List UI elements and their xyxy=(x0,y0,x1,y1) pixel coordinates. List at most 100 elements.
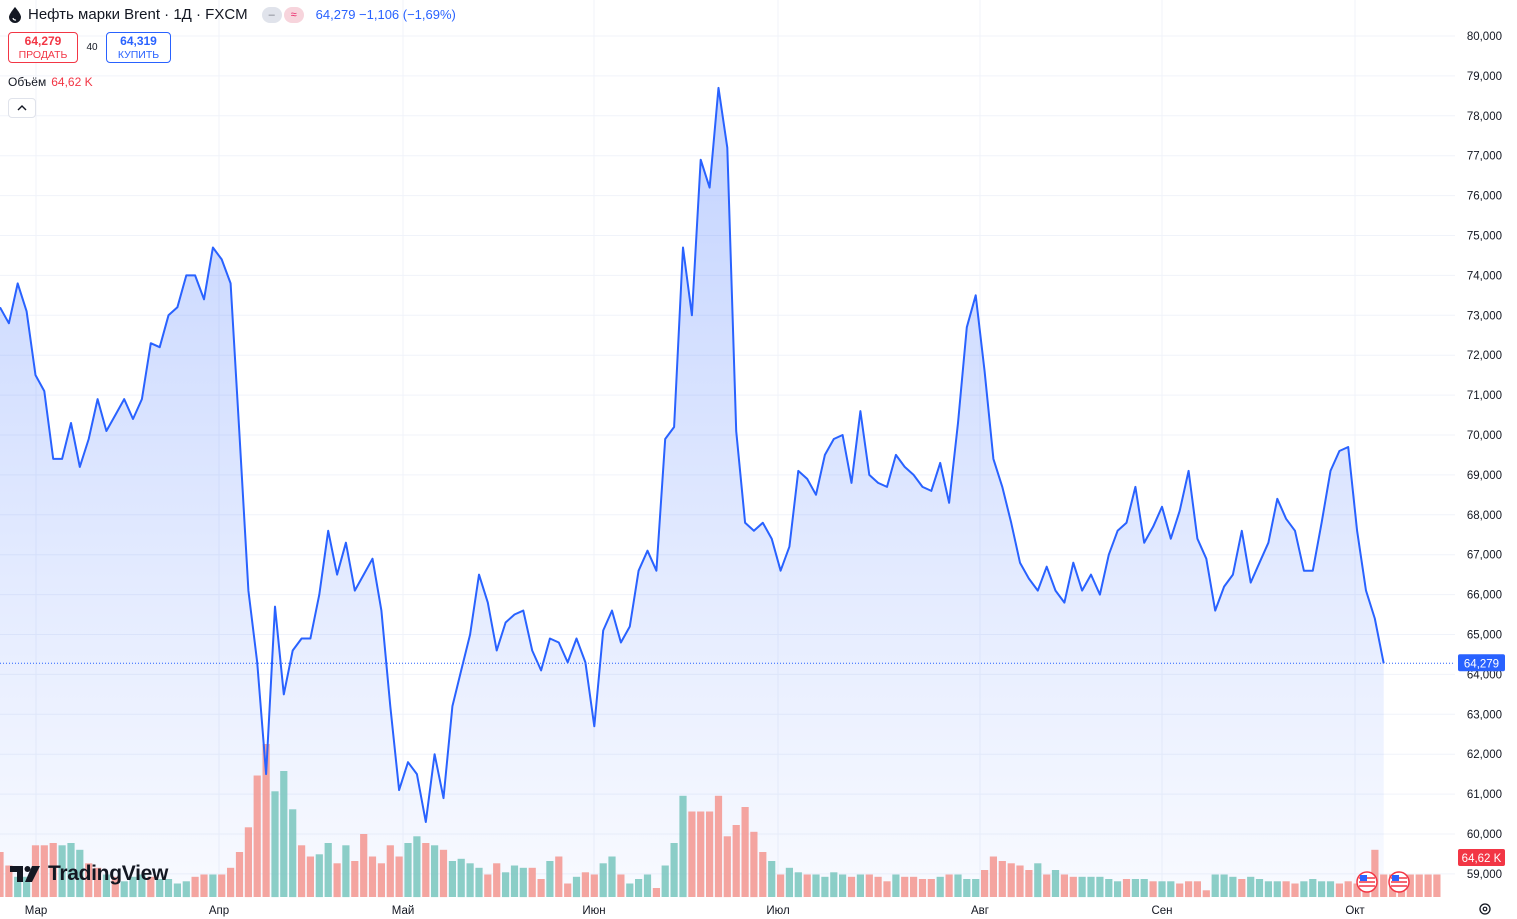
volume-bar xyxy=(821,876,829,898)
volume-bar xyxy=(102,874,110,897)
collapse-legend-button[interactable] xyxy=(8,98,36,118)
volume-bar xyxy=(493,863,501,898)
volume-bar xyxy=(874,876,882,898)
volume-bar xyxy=(1140,879,1148,897)
volume-bar xyxy=(1051,870,1060,897)
oil-drop-icon xyxy=(8,6,22,23)
data-status-badge[interactable]: ≈ xyxy=(283,6,304,23)
volume-bar xyxy=(1025,870,1033,897)
volume-bar xyxy=(865,874,873,897)
volume-bar xyxy=(794,872,802,898)
y-tick-label: 60,000 xyxy=(1467,829,1502,841)
x-tick-label: Май xyxy=(392,905,415,917)
volume-bar xyxy=(661,865,669,897)
y-tick-label: 66,000 xyxy=(1467,590,1502,602)
buy-label: КУПИТЬ xyxy=(117,49,160,61)
volume-bar xyxy=(1291,883,1299,897)
volume-bar xyxy=(351,861,359,897)
volume-bar xyxy=(1043,874,1051,897)
y-tick-label: 68,000 xyxy=(1467,510,1502,522)
volume-bar xyxy=(1255,879,1264,897)
volume-bar xyxy=(510,865,519,897)
settings-gear-icon[interactable] xyxy=(1479,903,1491,915)
volume-bar xyxy=(1220,874,1228,897)
volume-bar xyxy=(324,843,332,897)
volume-bar xyxy=(1273,881,1281,898)
volume-bar xyxy=(688,811,696,897)
volume-bar xyxy=(723,836,731,898)
flag-canton xyxy=(1392,875,1399,881)
volume-bar xyxy=(1282,881,1290,898)
volume-bar xyxy=(1433,874,1441,897)
price-line xyxy=(0,86,1385,823)
y-tick-label: 62,000 xyxy=(1467,749,1502,761)
volume-bar xyxy=(768,861,776,897)
volume-bar xyxy=(1131,879,1139,897)
volume-bar xyxy=(1149,881,1157,898)
volume-bar xyxy=(120,881,128,898)
symbol-title[interactable]: Нефть марки Brent · 1Д · FXCM xyxy=(28,6,248,23)
sell-button[interactable]: 64,279 ПРОДАТЬ xyxy=(8,32,78,63)
volume-bar xyxy=(360,834,368,897)
volume-bar xyxy=(85,863,93,898)
volume-bar xyxy=(0,852,4,897)
volume-bar xyxy=(235,852,244,897)
tradingview-logo[interactable]: TradingView xyxy=(10,862,168,886)
volume-bar xyxy=(652,888,660,897)
y-tick-label: 70,000 xyxy=(1467,430,1502,442)
volume-bar xyxy=(1087,876,1095,898)
volume-bar xyxy=(1114,881,1122,898)
volume-bar xyxy=(741,807,749,897)
volume-bar xyxy=(262,744,270,897)
volume-bar xyxy=(386,845,394,898)
x-tick-label: Окт xyxy=(1345,905,1365,917)
volume-bar xyxy=(58,845,66,898)
volume-bar xyxy=(1406,874,1414,897)
volume-bar xyxy=(404,843,412,897)
volume-bar xyxy=(422,843,430,897)
volume-bar xyxy=(1105,879,1113,897)
volume-bar xyxy=(1007,863,1015,898)
volume-bar xyxy=(5,865,13,897)
volume-bar xyxy=(812,874,820,897)
volume-bar xyxy=(76,849,84,898)
volume-bar xyxy=(572,876,581,898)
volume-bar xyxy=(1318,881,1326,898)
volume-bar xyxy=(1353,883,1361,897)
volume-bar xyxy=(14,876,22,898)
volume-bar xyxy=(244,827,252,898)
x-tick-label: Мар xyxy=(25,905,48,917)
x-tick-label: Авг xyxy=(971,905,989,917)
last-price-label-bg xyxy=(1458,654,1505,672)
y-tick-label: 80,000 xyxy=(1467,31,1502,43)
volume-bar xyxy=(439,849,448,898)
volume-bar xyxy=(918,879,927,897)
tradingview-logo-icon xyxy=(10,866,40,882)
volume-bar xyxy=(289,809,297,898)
x-tick-label: Сен xyxy=(1151,905,1172,917)
volume-bar xyxy=(466,863,474,898)
chevron-up-icon xyxy=(17,105,27,111)
y-tick-label: 69,000 xyxy=(1467,470,1502,482)
market-status-badge[interactable]: ‒ xyxy=(261,6,282,23)
volume-bar xyxy=(138,874,146,897)
volume-bar xyxy=(40,845,48,898)
volume-bar xyxy=(1176,883,1184,897)
y-tick-label: 73,000 xyxy=(1467,310,1502,322)
volume-bar xyxy=(936,876,944,898)
volume-bar xyxy=(413,836,421,898)
volume-bar xyxy=(519,867,527,898)
volume-bar xyxy=(315,854,323,898)
volume-bar xyxy=(253,775,261,897)
volume-bar xyxy=(368,856,377,897)
volume-bar xyxy=(164,879,173,897)
buy-button[interactable]: 64,319 КУПИТЬ xyxy=(106,32,171,63)
volume-bar xyxy=(1122,879,1131,897)
volume-legend[interactable]: Объём 64,62 K xyxy=(8,75,93,89)
volume-bar xyxy=(679,795,687,898)
volume-bar xyxy=(643,874,652,897)
volume-bar xyxy=(218,874,226,897)
sell-price: 64,279 xyxy=(24,34,62,48)
volume-bar xyxy=(280,771,288,897)
